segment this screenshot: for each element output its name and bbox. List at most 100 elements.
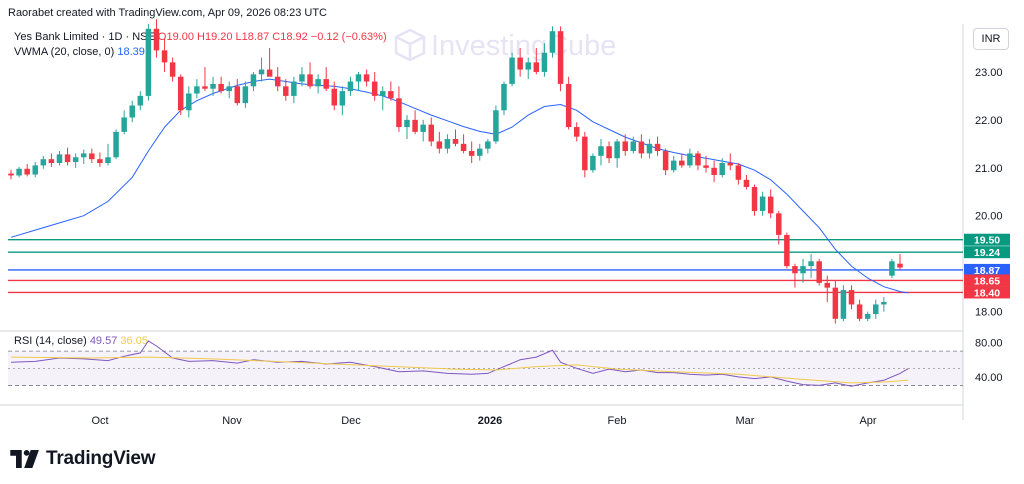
candle-body xyxy=(40,159,47,166)
candle-body xyxy=(72,157,79,163)
candle-body xyxy=(727,163,734,166)
candle-body xyxy=(848,290,855,305)
candle-body xyxy=(283,86,289,96)
price-tick-label: 20.00 xyxy=(975,211,1003,223)
candle-body xyxy=(202,86,208,89)
tradingview-logo[interactable]: TradingView xyxy=(10,447,156,471)
candle-body xyxy=(889,261,895,276)
candle-body xyxy=(64,154,71,163)
candle-body xyxy=(533,62,540,72)
vwma-legend[interactable]: VWMA (20, close, 0) 18.39 xyxy=(14,45,145,59)
candle-body xyxy=(32,165,38,175)
time-tick-label: Nov xyxy=(222,415,242,427)
candle-body xyxy=(800,266,806,274)
candle-body xyxy=(97,159,103,164)
candle-body xyxy=(468,151,475,156)
candle-body xyxy=(363,74,370,82)
candle-body xyxy=(824,282,831,288)
watermark: InvestingCube xyxy=(394,28,616,62)
candle-body xyxy=(679,160,685,166)
candle-body xyxy=(194,86,200,94)
symbol-legend: Yes Bank Limited · 1D · NSE O19.00 H19.2… xyxy=(14,30,387,44)
time-tick-label: Mar xyxy=(736,415,755,427)
price-level-label-2: 18.87 xyxy=(974,265,1000,277)
candle-body xyxy=(226,86,232,92)
price-tick-label: 22.00 xyxy=(975,115,1003,127)
candle-body xyxy=(832,287,839,319)
candle-body xyxy=(646,143,653,154)
watermark-cube-icon xyxy=(394,28,426,62)
candle-body xyxy=(121,117,127,132)
time-tick-label: Feb xyxy=(608,415,627,427)
candle-body xyxy=(218,83,224,92)
candle-body xyxy=(388,91,394,99)
price-level-tag-4 xyxy=(964,286,1010,299)
candle-body xyxy=(501,83,507,111)
candle-body xyxy=(161,50,168,63)
candle-body xyxy=(557,31,564,84)
tradingview-brand: TradingView xyxy=(46,448,156,469)
candle-body xyxy=(420,124,426,132)
time-tick-label: Dec xyxy=(341,415,361,427)
candle-body xyxy=(509,57,515,84)
candle-body xyxy=(323,79,329,89)
rsi-legend[interactable]: RSI (14, close) 49.57 36.05 xyxy=(14,334,148,348)
rsi-tick-label: 40.00 xyxy=(975,372,1003,384)
candle-body xyxy=(8,173,14,176)
ohlc-values: O19.00 H19.20 L18.87 C18.92 −0.12 (−0.63… xyxy=(157,31,387,43)
candle-body xyxy=(541,52,548,72)
candle-body xyxy=(412,119,418,132)
candle-body xyxy=(331,88,338,106)
candle-body xyxy=(105,157,111,164)
candle-body xyxy=(792,266,798,274)
currency-button[interactable]: INR xyxy=(973,28,1009,50)
candle-body xyxy=(622,141,628,152)
price-level-label-4: 18.40 xyxy=(974,287,1000,299)
candle-body xyxy=(396,98,402,128)
candle-body xyxy=(743,179,750,187)
candle-body xyxy=(840,290,847,319)
candle-body xyxy=(493,110,499,142)
candle-body xyxy=(355,74,362,82)
price-level-tag-2 xyxy=(964,263,1010,276)
watermark-text: InvestingCube xyxy=(431,30,616,62)
price-level-tag-1 xyxy=(964,246,1010,259)
price-tick-label: 23.00 xyxy=(975,67,1003,79)
time-tick-label: 2026 xyxy=(478,415,502,427)
candle-body xyxy=(614,141,620,159)
candle-body xyxy=(210,83,216,89)
time-tick-label: Apr xyxy=(859,415,876,427)
time-tick-label: Oct xyxy=(91,415,108,427)
candle-body xyxy=(881,302,887,305)
candle-body xyxy=(687,153,693,166)
candle-body xyxy=(307,74,313,87)
candle-body xyxy=(444,139,451,149)
symbol-info: Yes Bank Limited · 1D · NSE xyxy=(14,31,155,43)
candle-body xyxy=(113,131,119,158)
vwma-line xyxy=(10,78,909,294)
candle-body xyxy=(315,79,321,87)
candle-body xyxy=(630,141,637,152)
price-level-tag-0 xyxy=(964,233,1010,246)
candle-body xyxy=(864,314,871,319)
candle-body xyxy=(242,86,249,104)
candle-body xyxy=(485,141,491,149)
rsi-tick-label: 80.00 xyxy=(975,338,1003,350)
candle-body xyxy=(16,168,22,176)
candle-body xyxy=(169,62,176,77)
candle-body xyxy=(380,91,386,96)
candle-body xyxy=(234,86,241,104)
candle-body xyxy=(582,136,588,171)
candle-body xyxy=(719,163,725,175)
rsi-value: 49.57 xyxy=(89,335,118,347)
candle-body xyxy=(897,263,903,268)
rsi-band xyxy=(8,351,963,386)
rsi-label: RSI (14, close) xyxy=(14,335,87,347)
price-tick-label: 18.00 xyxy=(975,307,1003,319)
candle-body xyxy=(56,154,63,164)
price-level-tag-3 xyxy=(964,274,1010,287)
candle-body xyxy=(573,127,580,137)
candle-body xyxy=(80,153,87,158)
